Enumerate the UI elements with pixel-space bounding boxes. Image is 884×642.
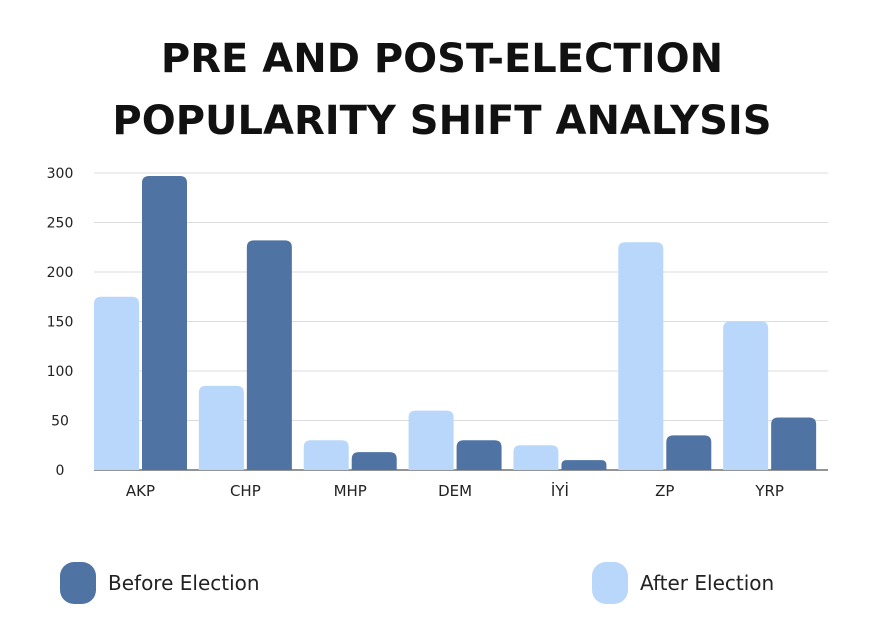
bar-before-yrp — [771, 417, 817, 470]
x-tick-label-zp: ZP — [655, 482, 674, 500]
bar-before-akp — [142, 175, 187, 470]
x-tick-label-mhp: MHP — [334, 482, 367, 500]
bar-after-chp — [198, 385, 244, 470]
y-tick-label-100: 100 — [47, 364, 74, 380]
x-tick-label-akp: AKP — [126, 482, 155, 500]
bar-before-dem — [456, 440, 502, 470]
bar-after-akp — [94, 296, 139, 470]
chart-title-line-1: PRE AND POST-ELECTION — [160, 36, 724, 82]
legend-item-after-election: After Election — [592, 562, 774, 604]
bar-before-mhp — [351, 452, 397, 470]
legend-label-before-election: Before Election — [108, 571, 260, 595]
bar-after-mhp — [303, 440, 349, 470]
bar-before-chp — [246, 240, 292, 470]
bar-after-dem — [408, 410, 454, 470]
bar-before-i̇yi̇ — [561, 460, 607, 470]
bar-after-i̇yi̇ — [513, 445, 559, 470]
legend-swatch-before-election — [60, 562, 96, 604]
legend-swatch-after-election — [592, 562, 628, 604]
chart-title-line-2: POPULARITY SHIFT ANALYSIS — [112, 98, 772, 144]
bar-before-zp — [666, 435, 712, 470]
legend-label-after-election: After Election — [640, 571, 775, 595]
bar-after-zp — [618, 242, 664, 470]
y-tick-label-300: 300 — [47, 166, 74, 182]
x-tick-label-i̇yi̇: İYİ — [551, 481, 569, 500]
y-tick-label-250: 250 — [47, 216, 74, 232]
y-tick-label-150: 150 — [47, 315, 74, 331]
y-tick-label-0: 0 — [56, 463, 65, 479]
x-tick-label-chp: CHP — [230, 482, 261, 500]
x-tick-label-dem: DEM — [438, 482, 472, 500]
y-tick-label-50: 50 — [51, 414, 69, 430]
legend-item-before-election: Before Election — [60, 562, 260, 604]
x-tick-label-yrp: YRP — [754, 482, 784, 500]
y-tick-label-200: 200 — [47, 265, 74, 281]
bar-after-yrp — [723, 321, 769, 470]
